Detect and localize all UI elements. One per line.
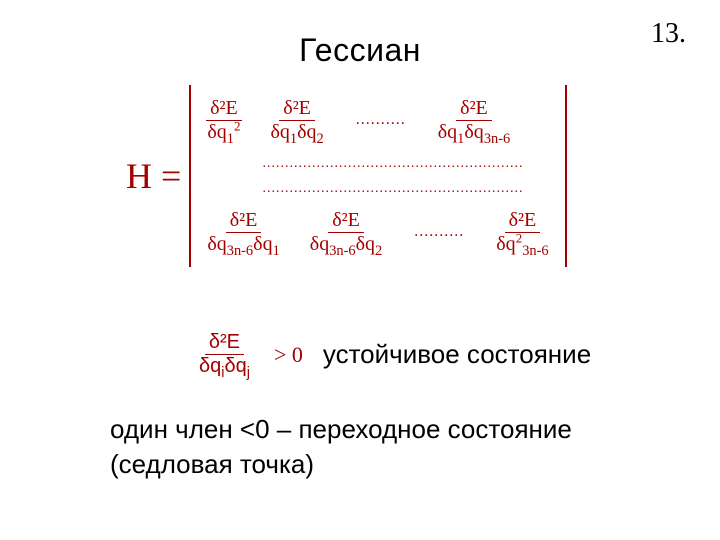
cell-1-n: δ²E δq1δq3n-6: [434, 98, 514, 143]
generic-hessian-term: δ²E δqiδqj: [195, 332, 254, 377]
saddle-line-2: (седловая точка): [110, 447, 650, 482]
cell-n-n: δ²E δq23n-6: [492, 210, 552, 255]
cell-n-1: δ²E δq3n-6δq1: [203, 210, 283, 255]
stable-state-text: устойчивое состояние: [323, 339, 591, 370]
cell-1-2: δ²E δq1δq2: [266, 98, 327, 143]
matrix-row-n: δ²E δq3n-6δq1 δ²E δq3n-6δq2 .......... δ…: [203, 203, 552, 261]
dots-row-n: ..........: [414, 223, 464, 241]
saddle-line-1: один член <0 – переходное состояние: [110, 412, 650, 447]
hessian-label: H =: [126, 155, 181, 197]
greater-than-zero: > 0: [274, 342, 303, 368]
cell-n-2: δ²E δq3n-6δq2: [306, 210, 386, 255]
saddle-point-text: один член <0 – переходное состояние (сед…: [110, 412, 650, 482]
matrix-brackets: δ²E δq12 δ²E δq1δq2 .......... δ²E δq1δq…: [189, 85, 566, 267]
right-bar: [565, 85, 567, 267]
dots-mid-1: ........................................…: [203, 153, 552, 174]
hessian-matrix: H = δ²E δq12 δ²E δq1δq2 .......... δ²E: [126, 85, 567, 267]
matrix-row-1: δ²E δq12 δ²E δq1δq2 .......... δ²E δq1δq…: [203, 91, 552, 149]
page-title: Гессиан: [0, 32, 720, 69]
dots-row1: ..........: [356, 111, 406, 129]
stable-state-line: δ²E δqiδqj > 0 устойчивое состояние: [195, 332, 591, 377]
cell-1-1: δ²E δq12: [203, 98, 244, 143]
dots-mid-2: ........................................…: [203, 178, 552, 199]
matrix-body: δ²E δq12 δ²E δq1δq2 .......... δ²E δq1δq…: [191, 85, 564, 267]
